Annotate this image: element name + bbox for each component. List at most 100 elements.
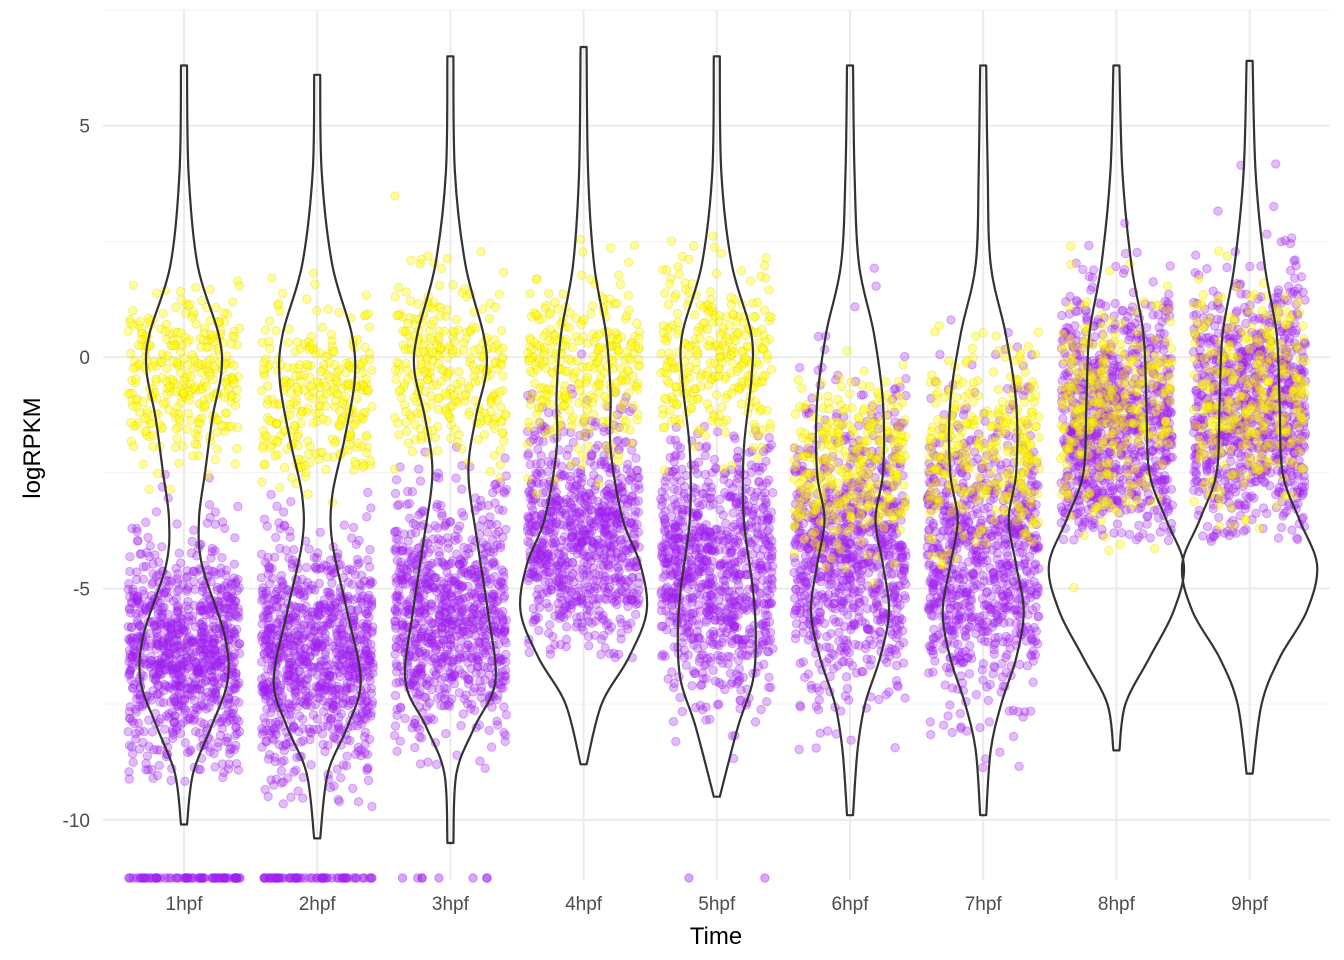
point-yellow bbox=[128, 306, 138, 316]
point-purple bbox=[461, 643, 471, 653]
point-yellow bbox=[405, 410, 415, 420]
point-yellow bbox=[275, 360, 286, 370]
point-purple bbox=[365, 579, 375, 590]
point-yellow bbox=[454, 430, 464, 440]
point-purple bbox=[291, 765, 301, 775]
point-yellow bbox=[128, 441, 139, 451]
point-purple bbox=[257, 724, 267, 734]
point-purple bbox=[268, 595, 278, 606]
point-purple bbox=[168, 664, 178, 674]
point-purple bbox=[314, 628, 324, 638]
point-floor bbox=[468, 873, 478, 883]
point-purple bbox=[211, 685, 221, 695]
point-purple bbox=[230, 695, 240, 706]
point-purple bbox=[347, 683, 358, 693]
point-purple bbox=[614, 572, 624, 582]
point-purple bbox=[147, 727, 158, 737]
point-purple bbox=[217, 553, 227, 563]
point-yellow bbox=[442, 352, 453, 363]
point-floor bbox=[151, 873, 162, 883]
point-purple bbox=[293, 786, 303, 796]
point-purple bbox=[604, 625, 614, 635]
point-purple bbox=[207, 543, 218, 554]
point-yellow bbox=[633, 409, 643, 419]
point-purple bbox=[133, 718, 144, 728]
point-purple bbox=[311, 562, 321, 572]
point-floor bbox=[319, 873, 329, 883]
point-yellow bbox=[226, 421, 237, 431]
point-purple bbox=[260, 784, 270, 795]
point-purple bbox=[359, 621, 370, 632]
point-purple bbox=[140, 604, 150, 614]
point-purple bbox=[197, 700, 207, 710]
point-yellow bbox=[277, 288, 288, 299]
point-purple bbox=[534, 625, 544, 636]
point-purple bbox=[437, 511, 447, 521]
point-purple bbox=[284, 709, 295, 720]
point-purple bbox=[183, 661, 193, 671]
point-purple bbox=[495, 540, 506, 550]
point-purple bbox=[163, 576, 173, 586]
point-yellow bbox=[323, 304, 333, 314]
point-floor bbox=[271, 873, 281, 883]
point-yellow bbox=[600, 391, 610, 402]
point-yellow bbox=[128, 280, 139, 290]
point-purple bbox=[152, 669, 163, 680]
point-purple bbox=[426, 617, 436, 628]
point-purple bbox=[407, 577, 417, 587]
point-purple bbox=[533, 556, 543, 567]
point-purple bbox=[319, 685, 329, 695]
point-purple bbox=[444, 626, 454, 636]
point-yellow bbox=[334, 307, 344, 318]
point-purple bbox=[298, 714, 308, 724]
point-purple bbox=[154, 689, 165, 699]
point-yellow bbox=[568, 373, 579, 383]
point-purple bbox=[446, 576, 456, 586]
point-purple bbox=[261, 737, 271, 747]
point-purple bbox=[451, 473, 461, 483]
point-purple bbox=[124, 670, 134, 680]
point-purple bbox=[230, 596, 240, 606]
point-purple bbox=[471, 571, 482, 582]
point-yellow bbox=[226, 392, 237, 402]
point-purple bbox=[307, 580, 317, 591]
point-purple bbox=[418, 657, 428, 668]
point-purple bbox=[390, 488, 401, 499]
point-yellow bbox=[633, 354, 643, 364]
point-purple bbox=[329, 733, 339, 743]
point-yellow bbox=[148, 441, 158, 452]
point-yellow bbox=[443, 409, 453, 419]
point-purple bbox=[190, 657, 201, 668]
point-purple bbox=[328, 724, 338, 734]
point-purple bbox=[220, 523, 230, 534]
point-purple bbox=[298, 621, 309, 631]
point-purple bbox=[176, 700, 187, 711]
point-purple bbox=[555, 592, 566, 602]
point-yellow bbox=[403, 438, 414, 448]
point-purple bbox=[596, 634, 607, 645]
point-purple bbox=[165, 683, 175, 693]
points-1hpf bbox=[123, 276, 245, 883]
point-purple bbox=[197, 626, 207, 637]
point-yellow bbox=[125, 317, 135, 328]
point-purple bbox=[627, 572, 637, 583]
point-yellow bbox=[445, 433, 456, 443]
point-yellow bbox=[265, 316, 275, 326]
point-purple bbox=[420, 648, 430, 659]
point-purple bbox=[278, 799, 288, 809]
point-yellow bbox=[402, 426, 412, 436]
point-yellow bbox=[229, 378, 240, 389]
point-purple bbox=[556, 583, 567, 593]
point-purple bbox=[153, 641, 163, 651]
point-purple bbox=[258, 589, 268, 600]
point-yellow bbox=[183, 360, 193, 370]
point-purple bbox=[212, 673, 222, 683]
point-purple bbox=[135, 549, 145, 559]
point-purple bbox=[472, 662, 483, 672]
point-purple bbox=[298, 654, 308, 665]
point-yellow bbox=[498, 371, 508, 381]
point-purple bbox=[204, 702, 214, 712]
point-yellow bbox=[303, 449, 314, 459]
point-yellow bbox=[289, 397, 299, 407]
point-purple bbox=[179, 678, 189, 688]
